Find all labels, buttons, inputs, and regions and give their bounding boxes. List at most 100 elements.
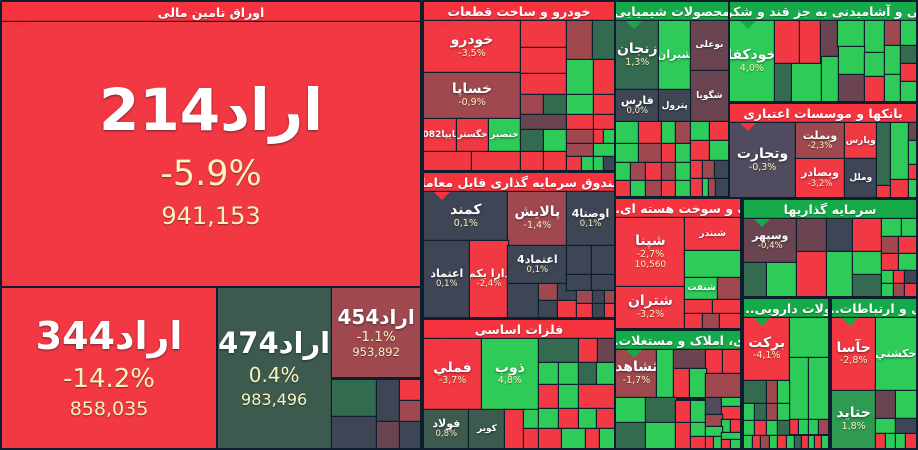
- sector-header-financing[interactable]: اوراق تامین مالی: [2, 2, 420, 22]
- stock-tile[interactable]: [593, 21, 614, 60]
- sector-header-comms[interactable]: ی و ارتباطات...: [832, 299, 916, 318]
- stock-tile[interactable]: [731, 420, 740, 433]
- stock-tile-وبملت[interactable]: وبملت -2,3%: [795, 123, 845, 159]
- stock-tile[interactable]: [901, 219, 916, 237]
- sector-header-oil[interactable]: ک و سوخت هسته ای...: [616, 199, 740, 218]
- stock-tile[interactable]: [761, 435, 770, 448]
- stock-tile[interactable]: [821, 57, 839, 101]
- stock-tile[interactable]: [706, 397, 722, 415]
- stock-tile[interactable]: [865, 21, 885, 53]
- stock-tile[interactable]: [505, 409, 524, 448]
- stock-tile[interactable]: [538, 362, 558, 385]
- stock-tile[interactable]: [827, 219, 853, 252]
- stock-tile[interactable]: [722, 407, 740, 420]
- stock-tile[interactable]: [755, 420, 767, 435]
- stock-tile-وبصادر[interactable]: وبصادر -3,2%: [795, 159, 845, 197]
- stock-tile[interactable]: [891, 179, 908, 197]
- stock-tile-وتجارت[interactable]: وتجارت -0,3%: [730, 123, 796, 197]
- stock-tile-بوعلی[interactable]: بوعلی: [690, 21, 728, 70]
- stock-tile[interactable]: [616, 397, 646, 423]
- stock-tile[interactable]: [593, 156, 604, 170]
- stock-tile[interactable]: [827, 252, 853, 296]
- stock-tile-خودرو[interactable]: خودرو -3,5%: [424, 21, 520, 72]
- stock-tile[interactable]: [703, 178, 709, 196]
- stock-tile[interactable]: [604, 290, 614, 304]
- stock-tile[interactable]: [706, 350, 723, 374]
- stock-tile[interactable]: [592, 275, 614, 291]
- stock-tile[interactable]: [778, 403, 789, 421]
- stock-tile[interactable]: [808, 435, 816, 448]
- stock-tile[interactable]: [885, 21, 900, 45]
- stock-tile[interactable]: [558, 385, 579, 409]
- stock-tile[interactable]: [906, 434, 916, 448]
- stock-tile[interactable]: [579, 385, 614, 409]
- stock-tile[interactable]: [332, 379, 377, 417]
- stock-tile[interactable]: [905, 270, 916, 283]
- stock-tile[interactable]: [766, 403, 778, 421]
- stock-tile[interactable]: [593, 60, 614, 94]
- stock-tile[interactable]: [882, 237, 899, 254]
- stock-tile[interactable]: [538, 409, 558, 428]
- stock-tile[interactable]: [900, 21, 916, 45]
- stock-tile-وپارس[interactable]: وپارس: [844, 123, 877, 159]
- stock-tile[interactable]: [709, 121, 728, 140]
- stock-tile[interactable]: [718, 278, 740, 299]
- stock-tile[interactable]: [822, 435, 828, 448]
- stock-tile[interactable]: [399, 421, 420, 448]
- stock-tile[interactable]: [524, 409, 538, 429]
- stock-tile[interactable]: [631, 181, 646, 196]
- stock-tile[interactable]: [901, 45, 916, 64]
- stock-tile[interactable]: [691, 121, 710, 140]
- stock-tile[interactable]: [579, 409, 597, 428]
- stock-tile[interactable]: [567, 245, 592, 275]
- stock-tile[interactable]: [899, 254, 916, 270]
- stock-tile[interactable]: [520, 129, 543, 152]
- stock-tile[interactable]: [638, 121, 662, 143]
- stock-tile[interactable]: [908, 179, 916, 197]
- stock-tile[interactable]: [582, 156, 594, 170]
- stock-tile[interactable]: [566, 114, 594, 129]
- stock-tile[interactable]: [566, 94, 594, 115]
- stock-tile-خنصیر[interactable]: خنصیر: [488, 119, 520, 152]
- stock-tile[interactable]: [558, 362, 579, 385]
- stock-tile[interactable]: [838, 21, 865, 46]
- stock-tile-حآسا[interactable]: حآسا -2,8%: [832, 318, 876, 390]
- stock-tile[interactable]: [797, 252, 827, 296]
- stock-tile[interactable]: [638, 143, 662, 163]
- stock-tile[interactable]: [901, 64, 916, 81]
- stock-tile[interactable]: [853, 252, 882, 275]
- stock-tile[interactable]: [896, 418, 916, 434]
- stock-tile[interactable]: [543, 94, 566, 115]
- stock-tile[interactable]: [673, 368, 690, 398]
- stock-tile[interactable]: [689, 368, 706, 398]
- stock-tile[interactable]: [676, 163, 692, 181]
- stock-tile[interactable]: [538, 385, 558, 409]
- stock-tile[interactable]: [520, 152, 543, 170]
- stock-tile[interactable]: [579, 339, 598, 362]
- stock-tile[interactable]: [691, 161, 703, 178]
- stock-tile[interactable]: [593, 290, 604, 304]
- stock-tile[interactable]: [815, 435, 822, 448]
- stock-tile[interactable]: [809, 420, 819, 435]
- stock-tile-پترول[interactable]: پترول: [659, 90, 691, 121]
- stock-tile-خودکفا[interactable]: خودکفا4,0%: [730, 21, 774, 101]
- stock-tile[interactable]: [709, 140, 728, 161]
- stock-tile[interactable]: [896, 390, 916, 418]
- stock-tile[interactable]: [593, 304, 604, 317]
- sector-header-investments[interactable]: سرمایه گذاریها: [744, 200, 916, 219]
- stock-tile[interactable]: [908, 123, 916, 141]
- stock-tile[interactable]: [685, 251, 740, 278]
- sector-header-chemicals[interactable]: محصولات شیمیایی: [616, 2, 728, 21]
- stock-tile[interactable]: [770, 435, 778, 448]
- stock-tile[interactable]: [875, 418, 896, 434]
- stock-tile[interactable]: [676, 400, 691, 423]
- stock-tile[interactable]: [520, 73, 566, 94]
- stock-tile[interactable]: [766, 380, 778, 403]
- stock-tile[interactable]: [744, 403, 755, 421]
- stock-tile[interactable]: [703, 313, 720, 328]
- stock-tile[interactable]: [885, 434, 896, 448]
- stock-tile-اعتماد4[interactable]: اعتماد4 0,1%: [508, 245, 567, 284]
- stock-tile[interactable]: [891, 123, 908, 180]
- stock-tile[interactable]: [579, 362, 597, 385]
- stock-tile[interactable]: [882, 219, 902, 237]
